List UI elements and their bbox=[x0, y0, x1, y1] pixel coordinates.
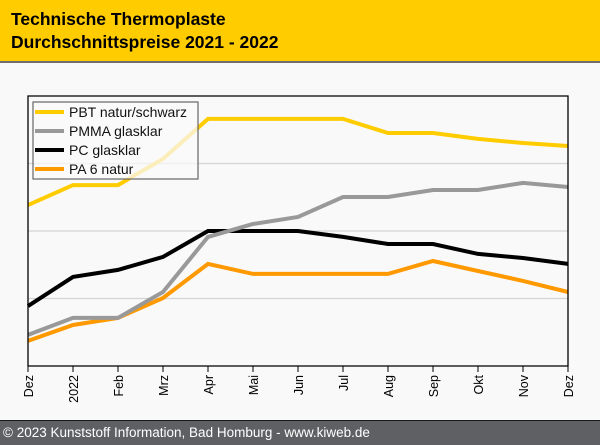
chart-title: Technische Thermoplaste bbox=[11, 9, 226, 29]
line-chart: Dez 2022 Feb Mrz Apr Mai Jun Jul Aug Sep Okt Nov Dez… bbox=[22, 95, 576, 403]
legend-label: PA 6 natur bbox=[69, 161, 134, 177]
chart-subtitle: Durchschnittspreise 2021 - 2022 bbox=[11, 32, 279, 52]
x-tick-label: Dez bbox=[562, 375, 576, 397]
series-line-pbt-natur-schwarz bbox=[27, 116, 569, 207]
legend-box bbox=[32, 101, 199, 180]
x-tick-label: Jul bbox=[337, 375, 351, 391]
x-tick-label: Okt bbox=[472, 374, 486, 394]
copyright-text: © 2023 Kunststoff Information, Bad Hombu… bbox=[3, 425, 370, 440]
legend-label: PBT natur/schwarz bbox=[69, 104, 187, 120]
footer: © 2023 Kunststoff Information, Bad Hombu… bbox=[0, 420, 600, 445]
series-line-pc-glasklar bbox=[26, 229, 569, 308]
x-tick-label: Nov bbox=[517, 374, 531, 397]
legend-label: PC glasklar bbox=[69, 142, 141, 158]
series-line-pmma-glasklar bbox=[27, 180, 569, 337]
x-tick-label: Aug bbox=[382, 375, 396, 397]
x-tick-label: Mrz bbox=[157, 375, 171, 396]
chart-area: Dez 2022 Feb Mrz Apr Mai Jun Jul Aug Sep Okt Nov Dez… bbox=[0, 63, 600, 420]
x-tick-label: Sep bbox=[427, 375, 441, 397]
x-tick-label: Apr bbox=[202, 375, 216, 394]
x-tick-label: 2022 bbox=[67, 375, 81, 403]
x-tick-label: Feb bbox=[112, 375, 126, 397]
x-tick-label: Dez bbox=[22, 375, 36, 397]
legend-label: PMMA glasklar bbox=[69, 123, 163, 139]
chart-header: Technische Thermoplaste Durchschnittspre… bbox=[0, 0, 600, 63]
x-tick-label: Mai bbox=[247, 375, 261, 395]
x-tick-label: Jun bbox=[292, 375, 306, 395]
